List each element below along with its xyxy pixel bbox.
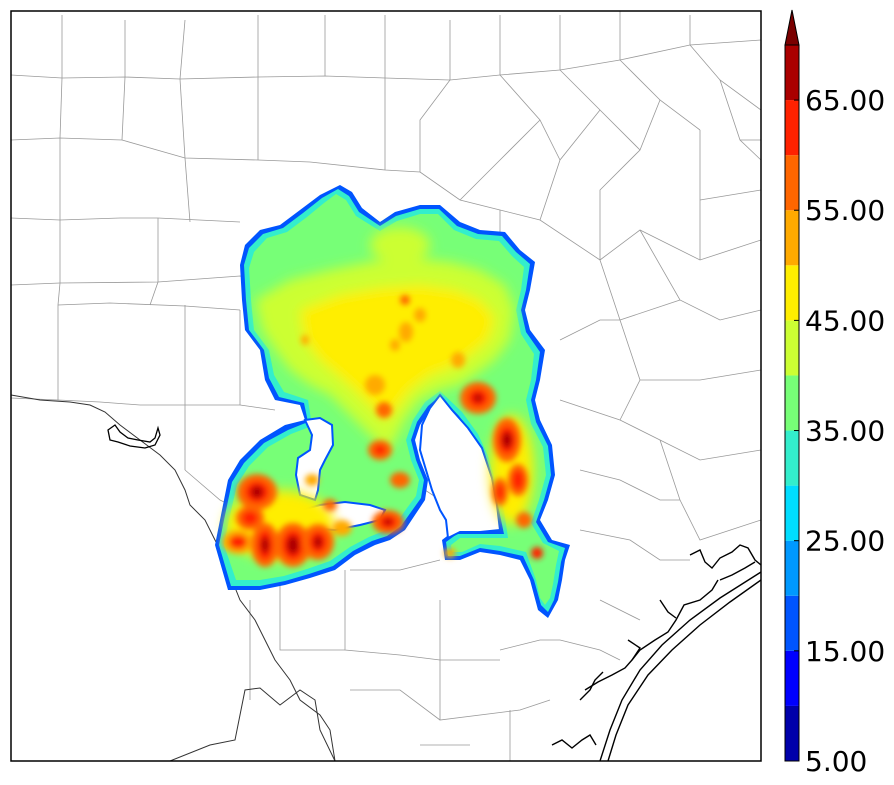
colorbar-segment xyxy=(785,210,799,266)
colorbar-segment xyxy=(785,595,799,651)
colorbar-tick-label: 35.00 xyxy=(805,415,885,448)
colorbar-segment xyxy=(785,45,799,101)
colorbar-segment xyxy=(785,430,799,486)
colorbar: 5.00 15.00 25.00 35.00 45.00 55.00 65.00 xyxy=(784,9,885,778)
colorbar-tick-label: 45.00 xyxy=(805,304,885,337)
colorbar-extend-arrow xyxy=(785,10,799,45)
coastline xyxy=(551,544,761,761)
map-frame xyxy=(10,10,762,762)
colorbar-segment xyxy=(785,100,799,156)
county-boundaries xyxy=(11,11,761,761)
lake-outline xyxy=(107,424,161,449)
colorbar-segment xyxy=(785,375,799,431)
colorbar-tick-label: 25.00 xyxy=(805,525,885,558)
colorbar-arrow-outline xyxy=(784,9,800,46)
storm-cores xyxy=(222,295,543,567)
echo-yellow-north xyxy=(370,227,430,263)
colorbar-segment xyxy=(785,540,799,596)
state-boundary xyxy=(11,394,336,761)
colorbar-segment xyxy=(785,155,799,211)
colorbar-tick-label: 5.00 xyxy=(805,745,867,778)
colorbar-segment xyxy=(785,320,799,376)
border-segment xyxy=(169,687,336,761)
colorbar-segment xyxy=(785,705,799,761)
reflectivity-field xyxy=(215,185,570,618)
colorbar-tick-label: 15.00 xyxy=(805,635,885,668)
echo-gap-east xyxy=(418,393,502,540)
colorbar-segment xyxy=(785,265,799,321)
colorbar-tick-label: 65.00 xyxy=(805,84,885,117)
colorbar-tick-label: 55.00 xyxy=(805,194,885,227)
colorbar-segment xyxy=(785,485,799,541)
colorbar-segment xyxy=(785,650,799,706)
echo-yellow xyxy=(300,285,495,420)
